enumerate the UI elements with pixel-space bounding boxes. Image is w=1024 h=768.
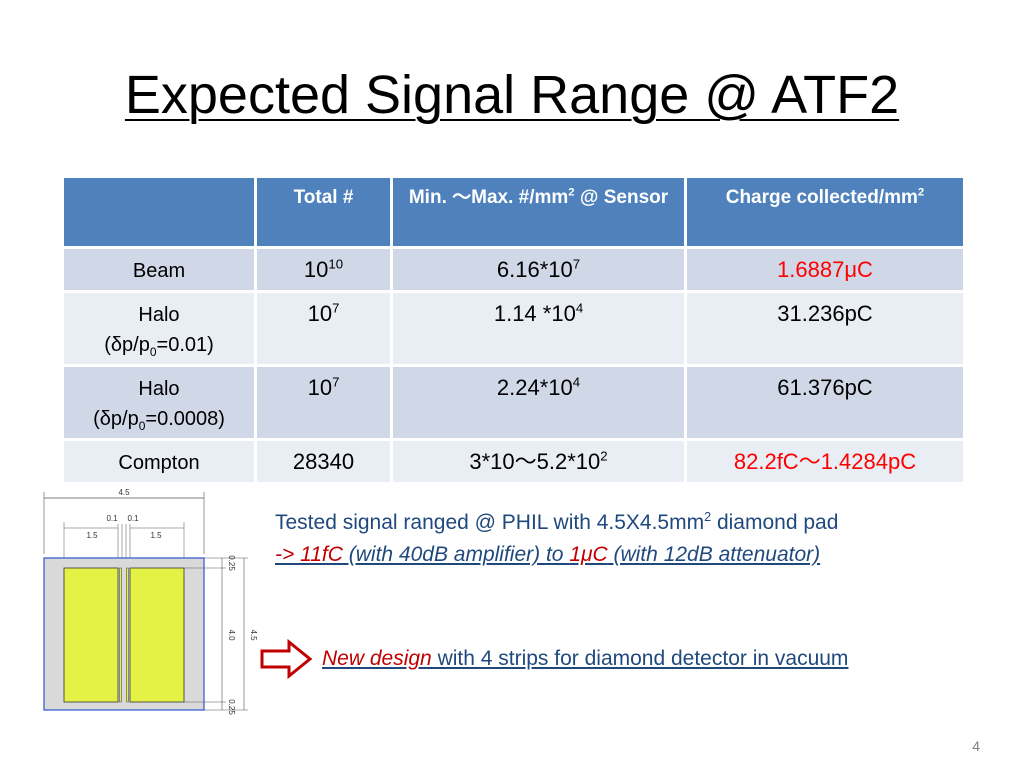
table-row: Beam 1010 6.16*107 1.6887μC (61, 246, 966, 293)
range-cell: 3*10～5.2*102 (390, 438, 687, 485)
charge-cell: 31.236pC (684, 290, 966, 367)
diamond-detector-diagram: 4.5 1.5 1.5 0.1 0.1 0.25 4.0 4.5 0.25 (43, 488, 258, 715)
dim-gap-right: 0.1 (127, 514, 139, 523)
dim-strip-height: 4.0 (227, 629, 236, 641)
tested-signal-line1: Tested signal ranged @ PHIL with 4.5X4.5… (275, 507, 838, 539)
table-row: Halo (δp/p0=0.01) 107 1.14 *104 31.236pC (61, 290, 966, 367)
signal-max-value: 1μC (569, 543, 608, 566)
table-header-row: Total # Min. ～Max. #/mm2 @ Sensor Charge… (61, 175, 966, 249)
range-cell: 1.14 *104 (390, 290, 687, 367)
dim-strip-left: 1.5 (86, 531, 98, 540)
charge-cell: 61.376pC (684, 364, 966, 441)
signal-min-value: -> 11fC (275, 543, 343, 566)
table-header-cell: Total # (254, 175, 393, 249)
diamond-pad-right (129, 567, 185, 703)
dim-bottom-margin: 0.25 (227, 699, 236, 715)
total-cell: 107 (254, 364, 393, 441)
dim-total-width: 4.5 (118, 488, 130, 497)
new-design-description: with 4 strips for diamond detector in va… (437, 647, 849, 670)
table-header-cell: Min. ～Max. #/mm2 @ Sensor (390, 175, 687, 249)
row-label-line1: Beam (132, 260, 186, 282)
total-cell: 107 (254, 290, 393, 367)
row-label-line1: Halo (138, 378, 180, 400)
page-number: 4 (972, 738, 980, 754)
row-label-line1: Compton (118, 452, 200, 474)
total-cell: 28340 (254, 438, 393, 485)
tested-signal-prefix: Tested signal ranged @ PHIL with 4.5X4.5… (275, 511, 705, 534)
dim-strip-right: 1.5 (150, 531, 162, 540)
row-label: Beam (61, 246, 257, 293)
charge-cell: 1.6887μC (684, 246, 966, 293)
diamond-strip (126, 567, 129, 703)
dim-total-height: 4.5 (249, 629, 258, 641)
table-row: Compton 28340 3*10～5.2*102 82.2fC～1.4284pC (61, 438, 966, 485)
row-label: Halo (δp/p0=0.0008) (61, 364, 257, 441)
diamond-pad-left (63, 567, 119, 703)
signal-range-table: Total # Min. ～Max. #/mm2 @ Sensor Charge… (61, 175, 966, 485)
dim-top-margin: 0.25 (227, 555, 236, 571)
range-cell: 6.16*107 (390, 246, 687, 293)
row-label-line2: (δp/p0=0.0008) (93, 408, 225, 433)
slide-title: Expected Signal Range @ ATF2 (124, 65, 900, 125)
table-header-cell (61, 175, 257, 249)
row-label-line1: Halo (138, 304, 180, 326)
tested-signal-line2: -> 11fC (with 40dB amplifier) to 1μC (wi… (275, 539, 838, 571)
diamond-strip (119, 567, 122, 703)
row-label-line2: (δp/p0=0.01) (104, 334, 214, 359)
amplifier-note: (with 40dB amplifier) to (342, 543, 570, 566)
tested-signal-sup: 2 (704, 510, 712, 524)
right-arrow-icon (260, 639, 313, 679)
total-cell: 1010 (254, 246, 393, 293)
range-cell: 2.24*104 (390, 364, 687, 441)
attenuator-note: (with 12dB attenuator) (607, 543, 821, 566)
tested-signal-suffix: diamond pad (711, 511, 839, 534)
new-design-label: New design (322, 647, 438, 670)
table-header-cell: Charge collected/mm2 (684, 175, 966, 249)
charge-cell: 82.2fC～1.4284pC (684, 438, 966, 485)
tested-signal-text: Tested signal ranged @ PHIL with 4.5X4.5… (275, 507, 838, 571)
row-label: Compton (61, 438, 257, 485)
table-row: Halo (δp/p0=0.0008) 107 2.24*104 61.376pC (61, 364, 966, 441)
row-label: Halo (δp/p0=0.01) (61, 290, 257, 367)
dim-gap-left: 0.1 (106, 514, 118, 523)
new-design-text: New design with 4 strips for diamond det… (322, 643, 848, 675)
